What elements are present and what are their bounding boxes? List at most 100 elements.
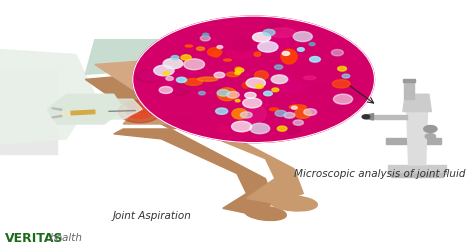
Circle shape [231, 121, 252, 132]
Circle shape [293, 31, 312, 42]
Circle shape [331, 50, 343, 56]
Ellipse shape [136, 70, 161, 82]
Circle shape [292, 106, 297, 109]
Circle shape [304, 109, 317, 116]
Polygon shape [52, 115, 62, 118]
Circle shape [163, 72, 169, 75]
Ellipse shape [197, 47, 205, 50]
Ellipse shape [339, 93, 362, 102]
Polygon shape [62, 110, 109, 115]
Circle shape [202, 33, 209, 36]
Polygon shape [0, 69, 57, 154]
Ellipse shape [214, 76, 237, 93]
Circle shape [297, 48, 304, 51]
Bar [391, 173, 443, 177]
Ellipse shape [242, 82, 249, 88]
Circle shape [235, 99, 240, 102]
Circle shape [425, 134, 436, 139]
Circle shape [275, 110, 287, 116]
Text: VERITAS: VERITAS [5, 232, 63, 245]
Circle shape [282, 52, 290, 55]
Circle shape [199, 92, 205, 95]
Ellipse shape [264, 32, 291, 51]
Polygon shape [407, 109, 428, 165]
Ellipse shape [240, 104, 266, 124]
Circle shape [201, 36, 210, 41]
Circle shape [255, 84, 264, 89]
Circle shape [362, 115, 370, 119]
Ellipse shape [275, 74, 293, 86]
Circle shape [243, 98, 262, 108]
Circle shape [337, 66, 346, 71]
Circle shape [184, 59, 204, 70]
Circle shape [236, 68, 244, 72]
Circle shape [163, 59, 183, 69]
Polygon shape [95, 60, 246, 119]
Ellipse shape [222, 93, 235, 98]
Ellipse shape [295, 109, 311, 118]
Ellipse shape [179, 118, 189, 122]
Ellipse shape [212, 51, 220, 57]
Circle shape [284, 112, 295, 118]
Polygon shape [403, 94, 431, 112]
Circle shape [309, 43, 315, 46]
Ellipse shape [254, 52, 261, 56]
Ellipse shape [140, 71, 164, 81]
Ellipse shape [198, 77, 218, 81]
Ellipse shape [208, 48, 222, 56]
Polygon shape [85, 74, 218, 129]
Bar [386, 138, 441, 144]
Ellipse shape [172, 83, 190, 95]
Bar [388, 165, 446, 174]
Ellipse shape [270, 196, 318, 211]
Ellipse shape [304, 76, 316, 80]
Ellipse shape [308, 86, 330, 95]
Ellipse shape [278, 79, 302, 94]
Circle shape [217, 46, 223, 49]
Bar [404, 81, 414, 99]
Circle shape [171, 56, 179, 60]
Polygon shape [85, 40, 161, 74]
Circle shape [277, 126, 287, 131]
Circle shape [272, 88, 279, 92]
Ellipse shape [235, 67, 241, 72]
Polygon shape [85, 99, 142, 119]
Circle shape [246, 78, 265, 88]
Polygon shape [114, 129, 275, 213]
Circle shape [264, 91, 273, 96]
Polygon shape [71, 110, 95, 115]
Ellipse shape [218, 126, 229, 132]
Ellipse shape [286, 126, 301, 134]
Ellipse shape [184, 79, 202, 85]
Ellipse shape [232, 39, 252, 52]
Circle shape [271, 75, 288, 84]
Ellipse shape [218, 88, 237, 101]
Polygon shape [374, 115, 407, 119]
Circle shape [342, 74, 350, 78]
Circle shape [159, 87, 173, 93]
Text: Microscopic analysis of joint fluid: Microscopic analysis of joint fluid [294, 169, 465, 179]
Ellipse shape [332, 80, 350, 88]
Ellipse shape [245, 206, 286, 220]
Ellipse shape [289, 105, 306, 109]
Ellipse shape [224, 59, 231, 61]
Circle shape [154, 65, 174, 76]
Ellipse shape [268, 28, 296, 37]
Circle shape [245, 92, 256, 98]
Text: health: health [50, 233, 83, 243]
Circle shape [424, 125, 437, 132]
Ellipse shape [160, 68, 173, 75]
Circle shape [227, 92, 239, 98]
Ellipse shape [281, 49, 297, 64]
Circle shape [274, 65, 283, 69]
Bar [403, 79, 415, 82]
Circle shape [181, 55, 191, 60]
Ellipse shape [270, 108, 278, 111]
Polygon shape [366, 114, 374, 120]
Ellipse shape [269, 23, 282, 33]
Ellipse shape [298, 85, 315, 92]
Ellipse shape [326, 98, 344, 111]
Circle shape [310, 57, 320, 62]
Polygon shape [47, 94, 123, 124]
Circle shape [253, 32, 271, 42]
